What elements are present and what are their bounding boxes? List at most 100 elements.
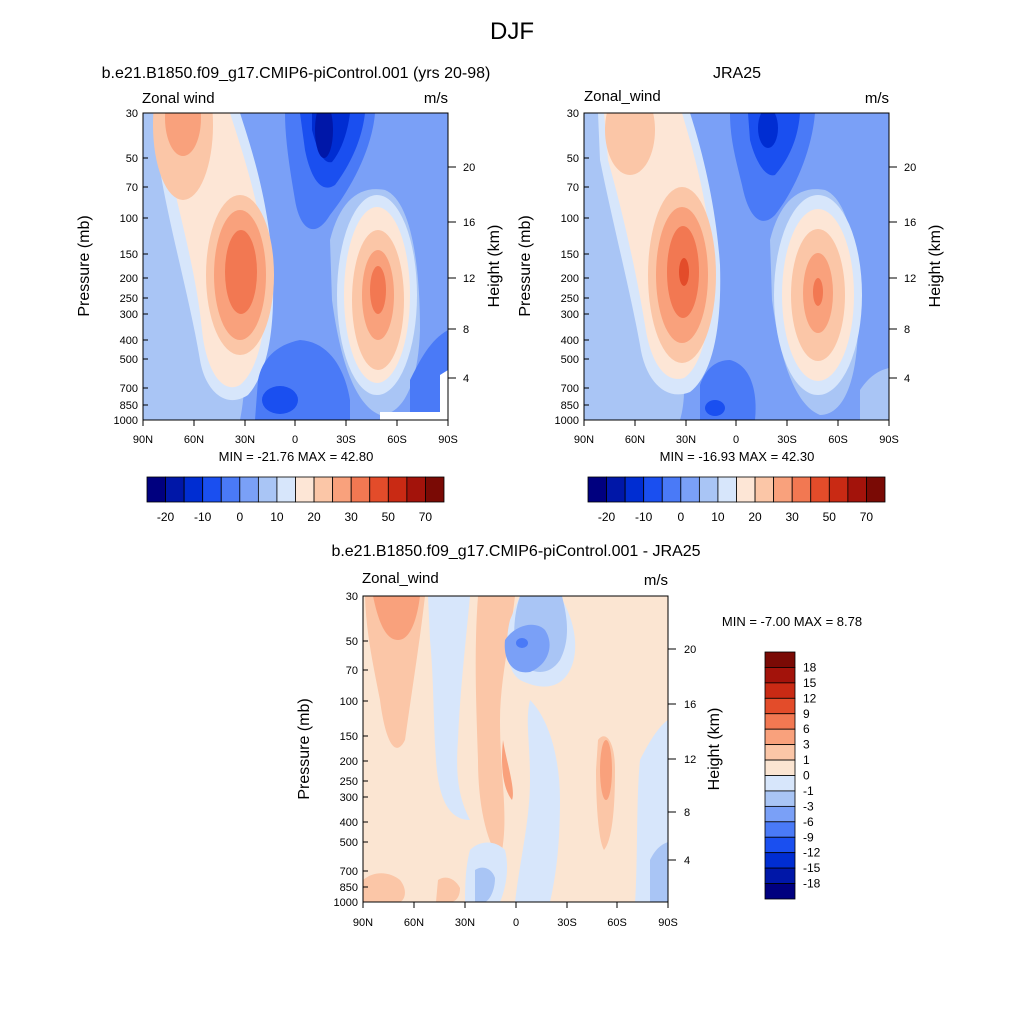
units-label: m/s [644,572,668,589]
x-tick-label: 60S [387,434,407,446]
colorbar-swatch [764,883,796,900]
x-tick-label: 30S [336,434,356,446]
right-axis-title: Height (km) [706,708,723,791]
x-tick-label: 30S [557,917,577,929]
colorbar-label: 50 [823,510,837,524]
units-label: m/s [424,90,448,107]
y-tick-label: 500 [340,837,358,849]
height-tick-label: 16 [684,699,696,711]
y-tick-label: 500 [561,354,579,366]
y-tick-label: 100 [561,213,579,225]
y-tick-label: 400 [340,817,358,829]
colorbar-swatch [764,836,796,854]
y-tick-label: 150 [120,249,138,261]
x-tick-label: 30S [777,434,797,446]
colorbar-label: -18 [803,877,821,891]
colorbar-label: 18 [803,660,817,674]
height-tick-label: 20 [684,644,696,656]
colorbar-label: -20 [598,510,616,524]
y-tick-label: 700 [561,383,579,395]
panel-title: b.e21.B1850.f09_g17.CMIP6-piControl.001 … [102,65,491,82]
x-tick-label: 90N [574,434,594,446]
colorbar-swatch [764,713,796,730]
y-tick-label: 500 [120,354,138,366]
y-tick-label: 1000 [555,415,579,427]
colorbar-swatch [764,852,796,869]
right-axis-ticks: 20 16 12 8 4 [889,162,916,385]
y-tick-label: 850 [340,882,358,894]
x-tick-label: 60N [184,434,204,446]
y-tick-label: 700 [340,866,358,878]
y-tick-label: 50 [567,153,579,165]
colorbar-label: 30 [345,510,359,524]
contour-field [584,113,889,420]
colorbar-label: 15 [803,676,817,690]
colorbar-label: 0 [236,510,243,524]
colorbar-label: 1 [803,753,810,767]
colorbar-label: -20 [157,510,175,524]
y-axis-title: Pressure (mb) [76,215,93,316]
height-tick-label: 16 [904,217,916,229]
y-tick-label: 100 [340,696,358,708]
panel-title: JRA25 [713,65,761,82]
x-tick-label: 90N [133,434,153,446]
contour-field [143,113,448,420]
colorbar-label: 9 [803,707,810,721]
x-tick-label: 90S [438,434,458,446]
y-axis-title: Pressure (mb) [517,215,534,316]
height-tick-label: 12 [684,754,696,766]
colorbar-swatch [764,805,796,823]
colorbar: -20 -10 0 10 20 30 50 70 [146,476,445,524]
x-tick-label: 0 [733,434,739,446]
colorbar-label: 20 [748,510,762,524]
height-tick-label: 12 [904,273,916,285]
colorbar-label: 10 [711,510,725,524]
colorbar-label: 70 [860,510,874,524]
height-tick-label: 20 [463,162,475,174]
right-axis-title: Height (km) [486,225,503,308]
height-tick-label: 12 [463,273,475,285]
y-tick-label: 1000 [334,897,358,909]
right-axis-ticks: 20 16 12 8 4 [448,162,475,385]
min-max-stats: MIN = -7.00 MAX = 8.78 [722,614,862,629]
colorbar-swatch [764,775,796,792]
min-max-stats: MIN = -16.93 MAX = 42.30 [660,449,815,464]
colorbar-swatch [764,790,796,807]
contour-field [363,596,668,902]
x-tick-label: 30N [235,434,255,446]
left-axis-ticks: 30 50 70 100 150 200 250 300 400 500 700… [114,108,148,427]
y-tick-label: 250 [120,293,138,305]
height-tick-label: 4 [463,373,469,385]
colorbar-label: 0 [803,769,810,783]
right-axis-ticks: 20 16 12 8 4 [668,644,696,867]
y-tick-label: 50 [346,636,358,648]
height-tick-label: 16 [463,217,475,229]
panel-title: b.e21.B1850.f09_g17.CMIP6-piControl.001 … [331,543,700,560]
colorbar-label: -12 [803,846,821,860]
left-axis-ticks: 30 50 70 100 150 200 250 300 400 500 700… [334,591,368,909]
colorbar-label: 50 [382,510,396,524]
page-title: DJF [490,18,534,45]
colorbar-swatch [764,728,796,746]
y-tick-label: 250 [340,776,358,788]
y-tick-label: 70 [567,182,579,194]
variable-label: Zonal_wind [584,88,661,105]
colorbar-swatch [764,759,796,776]
y-tick-label: 700 [120,383,138,395]
colorbar-label: 6 [803,722,810,736]
colorbar-label: 20 [307,510,321,524]
colorbar-label: -15 [803,861,821,875]
height-tick-label: 8 [463,324,469,336]
variable-label: Zonal wind [142,90,215,107]
x-tick-label: 0 [513,917,519,929]
height-tick-label: 8 [904,324,910,336]
y-tick-label: 400 [120,335,138,347]
colorbar-label: -1 [803,784,814,798]
x-tick-label: 60S [828,434,848,446]
colorbar-swatch [764,821,796,838]
y-tick-label: 200 [561,273,579,285]
colorbar-label: -10 [194,510,212,524]
